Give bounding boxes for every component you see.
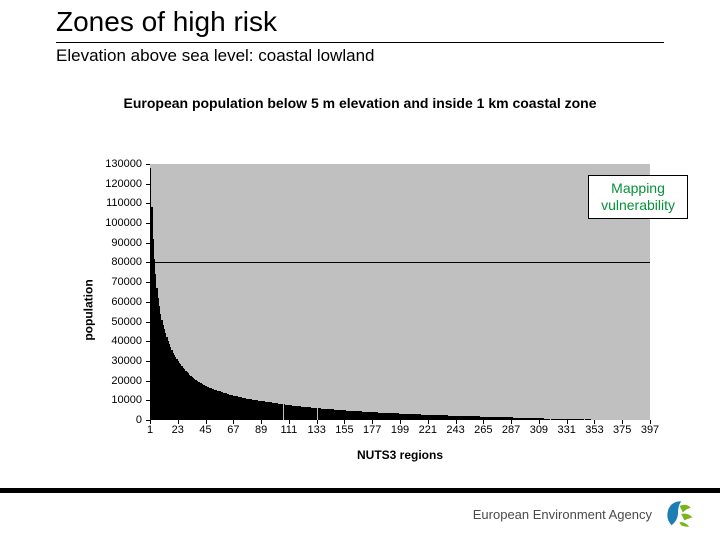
x-tick-label: 67 — [227, 424, 239, 436]
y-tick-label: 60000 — [92, 296, 142, 308]
x-tick-label: 177 — [363, 424, 381, 436]
x-tick-label: 265 — [474, 424, 492, 436]
y-axis-label: population — [82, 279, 96, 340]
y-tick-label: 130000 — [92, 158, 142, 170]
x-axis-label: NUTS3 regions — [150, 448, 650, 462]
y-tick-label: 110000 — [92, 197, 142, 209]
x-tick-label: 133 — [307, 424, 325, 436]
x-tick-label: 353 — [585, 424, 603, 436]
x-tick-label: 1 — [147, 424, 153, 436]
x-tick-label: 199 — [391, 424, 409, 436]
x-tick-label: 45 — [199, 424, 211, 436]
slide-subtitle: Elevation above sea level: coastal lowla… — [56, 46, 374, 66]
callout-line1: Mapping — [601, 180, 675, 197]
chart-title: European population below 5 m elevation … — [0, 94, 720, 112]
x-tick-label: 23 — [172, 424, 184, 436]
y-tick-label: 20000 — [92, 375, 142, 387]
x-ticks: 1 23 45 67 89 111 133 155 177 199 221 243 265 287 309 3… — [150, 424, 650, 440]
x-tick-label: 375 — [613, 424, 631, 436]
x-tick-label: 309 — [530, 424, 548, 436]
y-tick-label: 10000 — [92, 394, 142, 406]
footer: European Environment Agency — [473, 498, 694, 530]
bars-container — [150, 164, 650, 420]
slide-title: Zones of high risk — [56, 6, 277, 38]
x-tick-label: 89 — [255, 424, 267, 436]
x-tick-label: 331 — [557, 424, 575, 436]
y-tick-label: 40000 — [92, 335, 142, 347]
x-tick-label: 397 — [641, 424, 659, 436]
callout-box: Mapping vulnerability — [588, 175, 688, 219]
x-tick-label: 221 — [419, 424, 437, 436]
y-tick-label: 50000 — [92, 316, 142, 328]
y-tick-label: 80000 — [92, 256, 142, 268]
y-tick-label: 100000 — [92, 217, 142, 229]
agency-logo-icon — [662, 498, 694, 530]
plot-area — [150, 164, 650, 420]
title-underline — [56, 42, 664, 43]
x-tick-label: 287 — [502, 424, 520, 436]
y-tick-label: 30000 — [92, 355, 142, 367]
agency-name: European Environment Agency — [473, 507, 652, 522]
chart: population 01000020000300004000050000600… — [58, 150, 662, 470]
footer-bar — [0, 488, 720, 493]
x-tick-label: 111 — [281, 424, 298, 436]
y-ticks: 0100002000030000400005000060000700008000… — [96, 164, 146, 420]
x-tick-label: 243 — [446, 424, 464, 436]
y-tick-label: 120000 — [92, 178, 142, 190]
y-tick-label: 90000 — [92, 237, 142, 249]
y-tick-label: 0 — [92, 414, 142, 426]
y-tick-label: 70000 — [92, 276, 142, 288]
callout-line2: vulnerability — [601, 197, 675, 214]
x-tick-label: 155 — [335, 424, 353, 436]
grid-line — [150, 262, 650, 263]
